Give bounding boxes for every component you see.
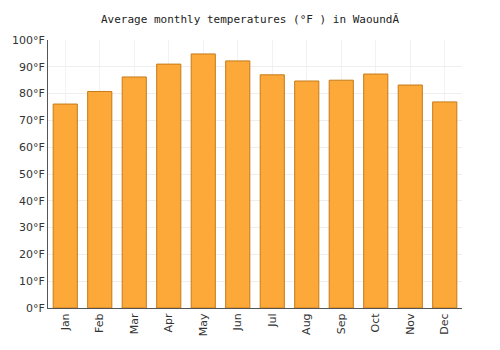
svg-text:Sep: Sep bbox=[335, 313, 348, 334]
svg-text:90°F: 90°F bbox=[19, 61, 45, 74]
svg-text:Average monthly temperatures (: Average monthly temperatures (°F ) in Wa… bbox=[101, 13, 399, 26]
svg-text:Nov: Nov bbox=[404, 313, 417, 335]
svg-text:50°F: 50°F bbox=[19, 168, 45, 181]
svg-text:100°F: 100°F bbox=[12, 34, 45, 47]
svg-text:Jun: Jun bbox=[231, 313, 244, 331]
svg-text:May: May bbox=[197, 313, 210, 336]
svg-text:70°F: 70°F bbox=[19, 114, 45, 127]
svg-text:80°F: 80°F bbox=[19, 87, 45, 100]
svg-text:Apr: Apr bbox=[162, 313, 175, 333]
svg-text:Aug: Aug bbox=[300, 313, 313, 334]
svg-text:Feb: Feb bbox=[93, 313, 106, 332]
svg-text:Jan: Jan bbox=[59, 313, 72, 331]
svg-text:60°F: 60°F bbox=[19, 141, 45, 154]
svg-text:Jul: Jul bbox=[266, 313, 279, 327]
svg-text:Oct: Oct bbox=[369, 313, 382, 333]
svg-text:Dec: Dec bbox=[438, 313, 451, 334]
svg-text:Mar: Mar bbox=[128, 313, 141, 334]
svg-text:20°F: 20°F bbox=[19, 248, 45, 261]
svg-text:30°F: 30°F bbox=[19, 221, 45, 234]
svg-text:0°F: 0°F bbox=[26, 302, 45, 315]
svg-text:40°F: 40°F bbox=[19, 195, 45, 208]
svg-text:10°F: 10°F bbox=[19, 275, 45, 288]
